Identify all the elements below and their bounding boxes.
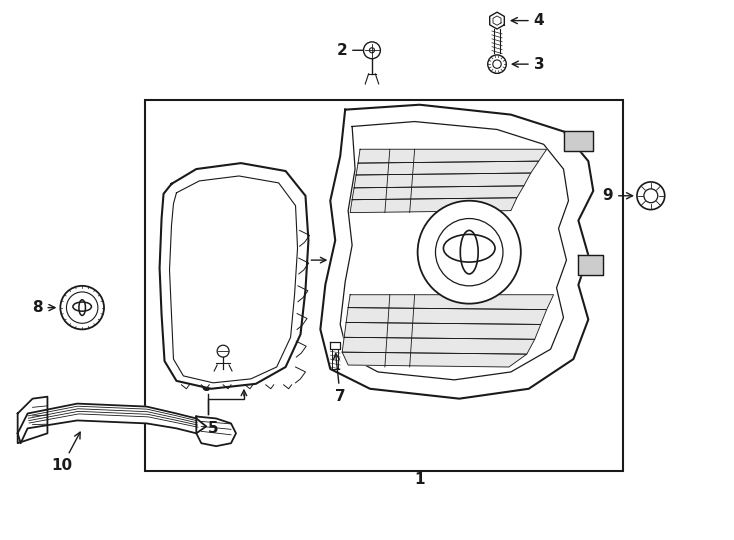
Polygon shape bbox=[578, 255, 603, 275]
Circle shape bbox=[363, 42, 380, 59]
Polygon shape bbox=[18, 403, 206, 443]
Text: 5: 5 bbox=[208, 421, 219, 436]
Polygon shape bbox=[348, 295, 553, 309]
Polygon shape bbox=[346, 308, 547, 325]
Text: 10: 10 bbox=[52, 432, 80, 473]
Polygon shape bbox=[18, 397, 48, 443]
Polygon shape bbox=[340, 122, 568, 380]
Polygon shape bbox=[352, 186, 524, 200]
Circle shape bbox=[487, 55, 506, 73]
Text: 4: 4 bbox=[512, 13, 545, 28]
Polygon shape bbox=[350, 198, 517, 213]
Polygon shape bbox=[490, 12, 504, 29]
Polygon shape bbox=[330, 342, 340, 349]
Circle shape bbox=[418, 201, 521, 303]
Text: 9: 9 bbox=[603, 188, 633, 203]
Polygon shape bbox=[320, 105, 593, 399]
Circle shape bbox=[493, 60, 501, 69]
Text: 3: 3 bbox=[512, 57, 545, 72]
Polygon shape bbox=[342, 338, 535, 354]
Circle shape bbox=[637, 182, 665, 210]
Polygon shape bbox=[342, 352, 527, 367]
Polygon shape bbox=[159, 163, 308, 389]
Circle shape bbox=[217, 345, 229, 357]
Circle shape bbox=[60, 286, 104, 329]
Polygon shape bbox=[356, 161, 539, 175]
Polygon shape bbox=[564, 131, 593, 151]
Bar bbox=[145, 100, 623, 471]
Polygon shape bbox=[354, 173, 531, 188]
Text: 6: 6 bbox=[201, 355, 222, 394]
Circle shape bbox=[369, 48, 374, 53]
Text: 8: 8 bbox=[32, 300, 55, 315]
Text: 2: 2 bbox=[336, 43, 379, 58]
Text: 7: 7 bbox=[333, 354, 346, 404]
Circle shape bbox=[644, 189, 658, 202]
Polygon shape bbox=[344, 322, 541, 339]
Polygon shape bbox=[358, 149, 547, 163]
Text: 1: 1 bbox=[415, 472, 425, 487]
Polygon shape bbox=[196, 416, 236, 446]
